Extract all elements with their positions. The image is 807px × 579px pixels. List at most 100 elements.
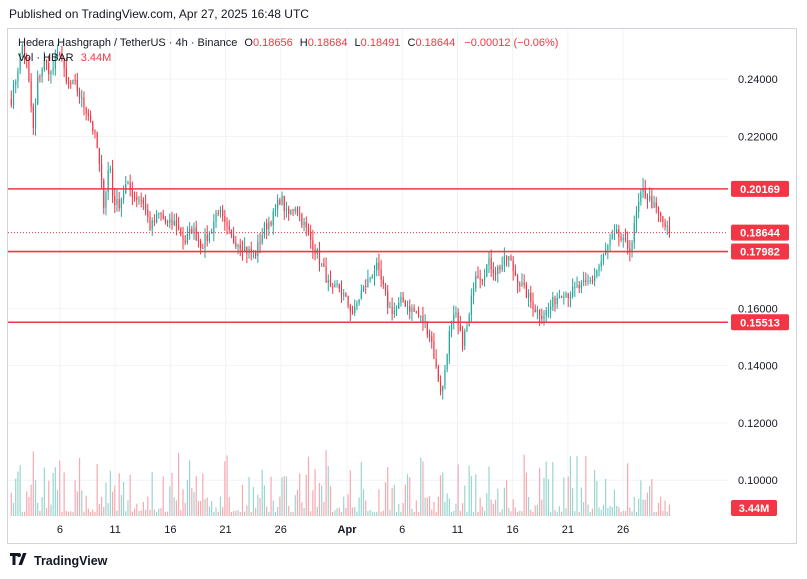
volume-bar	[351, 507, 354, 516]
volume-bar	[270, 476, 272, 516]
time-axis: 6 11 16 21 26 Apr 6 11 16 21 26	[57, 524, 629, 536]
candle-body	[288, 208, 290, 214]
candle-body	[228, 226, 230, 230]
candle-body	[37, 76, 39, 105]
volume-bar	[453, 511, 455, 516]
candle-body	[92, 121, 94, 132]
candle-body	[627, 240, 629, 249]
candle-body	[281, 195, 283, 205]
volume-bar	[281, 477, 283, 516]
candle-body	[516, 275, 519, 284]
volume-bar	[316, 506, 318, 516]
volume-bar	[554, 510, 556, 516]
volume-bar	[505, 480, 508, 516]
candle-body	[360, 290, 362, 300]
volume-bar	[638, 498, 640, 516]
volume-bar	[516, 511, 519, 516]
candle-body	[536, 309, 539, 313]
volume-bar	[45, 507, 48, 516]
candle-body	[541, 316, 543, 319]
volume-bar	[666, 511, 668, 516]
volume-bar	[318, 482, 321, 516]
volume-bar	[497, 488, 499, 516]
volume-bar	[369, 509, 371, 516]
candle-body	[587, 280, 589, 282]
volume-bar	[466, 511, 468, 516]
candle-body	[169, 219, 171, 223]
volume-bar	[627, 463, 629, 516]
volume-bar	[572, 488, 574, 516]
candle-body	[600, 261, 602, 267]
volume-bar	[127, 500, 129, 516]
volume-bar	[67, 511, 70, 516]
candle-body	[195, 227, 197, 241]
volume-bar	[503, 487, 505, 516]
volume-bar	[107, 503, 109, 516]
volume-bar	[499, 511, 501, 516]
candle-body	[446, 354, 448, 370]
candle-body	[666, 225, 668, 227]
volume-bar	[488, 466, 490, 516]
candle-body	[89, 115, 92, 122]
volume-bar	[23, 511, 26, 516]
legend-volume-value: 3.44M	[80, 52, 112, 64]
candle-body	[437, 366, 439, 382]
volume-bar	[378, 489, 380, 516]
volume-bar	[252, 486, 255, 516]
candle-body	[30, 81, 32, 107]
volume-bar	[76, 491, 78, 516]
volume-bar	[556, 511, 558, 516]
candle-body	[402, 296, 404, 301]
volume-bar	[662, 510, 664, 516]
tradingview-brand[interactable]: TradingView	[10, 553, 107, 568]
candle-body	[395, 308, 398, 311]
volume-bar	[602, 504, 605, 516]
volume-bar	[354, 507, 356, 516]
candle-body	[607, 245, 609, 251]
candle-body	[153, 220, 155, 223]
volume-bar	[189, 460, 191, 516]
candle-body	[373, 270, 376, 277]
volume-bar	[274, 511, 277, 516]
volume-bar	[228, 497, 230, 516]
volume-bar	[565, 508, 567, 516]
candle-body	[263, 223, 266, 236]
candle-body	[305, 221, 307, 228]
candle-body	[563, 297, 565, 299]
volume-bar	[92, 509, 94, 516]
volume-bar	[217, 511, 219, 516]
volume-bar	[409, 477, 411, 516]
candle-body	[193, 227, 195, 234]
volume-bar	[653, 511, 655, 516]
candle-body	[85, 107, 87, 114]
chart-frame[interactable]	[7, 28, 797, 544]
x-tick-label: 6	[399, 524, 405, 536]
x-tick-label: 6	[57, 524, 63, 536]
volume-bar	[85, 495, 87, 516]
volume-bar	[202, 473, 204, 516]
volume-bar	[519, 510, 521, 516]
volume-bar	[12, 502, 15, 516]
candle-body	[609, 239, 611, 246]
candle-body	[483, 276, 486, 281]
candle-body	[464, 330, 466, 347]
volume-bar	[160, 508, 162, 516]
legend-open-label: O	[244, 37, 253, 49]
volume-bar	[367, 511, 369, 516]
volume-bar	[660, 496, 662, 516]
candle-body	[120, 199, 122, 209]
price-labels: 0.20169 0.17982 0.15513 0.18644 3.44M	[731, 180, 789, 516]
candle-body	[351, 311, 354, 314]
candle-body	[519, 283, 521, 286]
candle-body	[354, 306, 356, 314]
volume-bar	[525, 472, 527, 516]
volume-bar	[512, 499, 514, 516]
candle-body	[622, 238, 624, 240]
volume-bar	[446, 493, 448, 516]
volume-bar	[510, 511, 512, 516]
candle-body	[131, 190, 133, 198]
volume-bar	[314, 469, 316, 516]
candle-body	[583, 280, 585, 283]
volume-bar	[81, 490, 83, 516]
